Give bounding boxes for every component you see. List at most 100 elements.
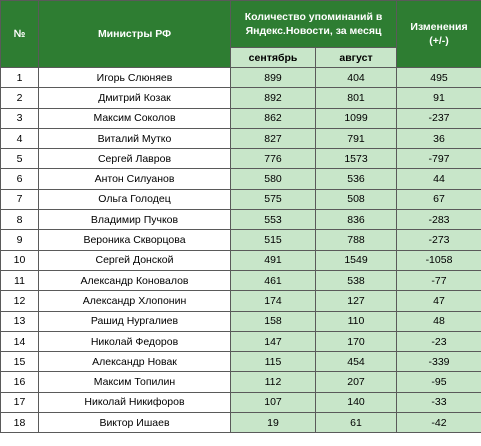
- august-value-cell: 170: [315, 330, 397, 353]
- minister-name-cell: Николай Никифоров: [38, 391, 231, 414]
- header-row-top: № Министры РФ Количество упоминаний в Ян…: [0, 0, 481, 68]
- september-value-cell: 892: [230, 87, 316, 109]
- row-number-cell: 14: [0, 330, 39, 353]
- change-value-cell: 44: [396, 168, 481, 190]
- change-value-cell: -1058: [396, 249, 481, 271]
- table-row: 5 Сергей Лавров 776 1573 -797: [0, 148, 481, 170]
- august-value-cell: 508: [315, 188, 397, 211]
- august-value-cell: 788: [315, 229, 397, 251]
- table-row: 10 Сергей Донской 491 1549 -1058: [0, 249, 481, 271]
- august-value-cell: 61: [315, 412, 397, 434]
- september-value-cell: 580: [230, 168, 316, 190]
- table-row: 9 Вероника Скворцова 515 788 -273: [0, 229, 481, 251]
- september-value-cell: 515: [230, 229, 316, 251]
- table-row: 2 Дмитрий Козак 892 801 91: [0, 87, 481, 109]
- august-value-cell: 1549: [315, 249, 397, 271]
- august-value-cell: 536: [315, 168, 397, 190]
- header-change-label: Изменения (+/-): [410, 21, 468, 47]
- minister-name-cell: Вероника Скворцова: [38, 229, 231, 251]
- row-number-cell: 10: [0, 249, 39, 271]
- minister-name-cell: Игорь Слюняев: [38, 66, 231, 89]
- minister-name-cell: Максим Соколов: [38, 107, 231, 129]
- table-row: 14 Николай Федоров 147 170 -23: [0, 330, 481, 353]
- table-row: 3 Максим Соколов 862 1099 -237: [0, 107, 481, 129]
- september-value-cell: 19: [230, 412, 316, 434]
- minister-name-cell: Дмитрий Козак: [38, 87, 231, 109]
- september-value-cell: 827: [230, 127, 316, 150]
- august-value-cell: 127: [315, 290, 397, 312]
- august-value-cell: 454: [315, 351, 397, 373]
- minister-name-cell: Сергей Лавров: [38, 148, 231, 170]
- minister-name-cell: Виктор Ишаев: [38, 412, 231, 434]
- minister-name-cell: Александр Новак: [38, 351, 231, 373]
- minister-name-cell: Рашид Нургалиев: [38, 310, 231, 332]
- september-value-cell: 862: [230, 107, 316, 129]
- september-value-cell: 147: [230, 330, 316, 353]
- header-num: №: [0, 0, 39, 68]
- table-row: 4 Виталий Мутко 827 791 36: [0, 127, 481, 150]
- minister-name-cell: Сергей Донской: [38, 249, 231, 271]
- table-row: 18 Виктор Ишаев 19 61 -42: [0, 412, 481, 434]
- august-value-cell: 836: [315, 209, 397, 231]
- change-value-cell: -33: [396, 391, 481, 414]
- table-row: 1 Игорь Слюняев 899 404 495: [0, 66, 481, 89]
- row-number-cell: 16: [0, 371, 39, 393]
- header-row-bottom: сентябрь август: [1, 47, 481, 68]
- august-value-cell: 404: [315, 66, 397, 89]
- minister-name-cell: Александр Хлопонин: [38, 290, 231, 312]
- table-row: 6 Антон Силуанов 580 536 44: [0, 168, 481, 190]
- september-value-cell: 112: [230, 371, 316, 393]
- change-value-cell: -797: [396, 148, 481, 170]
- august-value-cell: 140: [315, 391, 397, 414]
- minister-name-cell: Владимир Пучков: [38, 209, 231, 231]
- row-number-cell: 18: [0, 412, 39, 434]
- change-value-cell: -283: [396, 209, 481, 231]
- row-number-cell: 5: [0, 148, 39, 170]
- minister-name-cell: Николай Федоров: [38, 330, 231, 353]
- august-value-cell: 1573: [315, 148, 397, 170]
- september-value-cell: 776: [230, 148, 316, 170]
- change-value-cell: 36: [396, 127, 481, 150]
- change-value-cell: -237: [396, 107, 481, 129]
- table-row: 17 Николай Никифоров 107 140 -33: [0, 391, 481, 414]
- august-value-cell: 207: [315, 371, 397, 393]
- row-number-cell: 11: [0, 269, 39, 292]
- change-value-cell: -339: [396, 351, 481, 373]
- row-number-cell: 7: [0, 188, 39, 211]
- change-value-cell: -23: [396, 330, 481, 353]
- august-value-cell: 110: [315, 310, 397, 332]
- change-value-cell: -95: [396, 371, 481, 393]
- august-value-cell: 791: [315, 127, 397, 150]
- change-value-cell: 495: [396, 66, 481, 89]
- change-value-cell: -77: [396, 269, 481, 292]
- row-number-cell: 12: [0, 290, 39, 312]
- table-row: 13 Рашид Нургалиев 158 110 48: [0, 310, 481, 332]
- row-number-cell: 6: [0, 168, 39, 190]
- minister-name-cell: Виталий Мутко: [38, 127, 231, 150]
- september-value-cell: 491: [230, 249, 316, 271]
- september-value-cell: 553: [230, 209, 316, 231]
- row-number-cell: 9: [0, 229, 39, 251]
- header-change: Изменения (+/-): [396, 0, 481, 68]
- row-number-cell: 15: [0, 351, 39, 373]
- row-number-cell: 2: [0, 87, 39, 109]
- minister-name-cell: Ольга Голодец: [38, 188, 231, 211]
- ministers-mentions-table: № Министры РФ Количество упоминаний в Ян…: [0, 0, 481, 434]
- row-number-cell: 17: [0, 391, 39, 414]
- table-row: 8 Владимир Пучков 553 836 -283: [0, 209, 481, 231]
- header-august: август: [315, 47, 397, 68]
- august-value-cell: 1099: [315, 107, 397, 129]
- september-value-cell: 158: [230, 310, 316, 332]
- august-value-cell: 538: [315, 269, 397, 292]
- september-value-cell: 461: [230, 269, 316, 292]
- change-value-cell: -42: [396, 412, 481, 434]
- header-september: сентябрь: [230, 47, 316, 68]
- row-number-cell: 13: [0, 310, 39, 332]
- september-value-cell: 115: [230, 351, 316, 373]
- row-number-cell: 8: [0, 209, 39, 231]
- table-row: 11 Александр Коновалов 461 538 -77: [0, 269, 481, 292]
- minister-name-cell: Александр Коновалов: [38, 269, 231, 292]
- september-value-cell: 107: [230, 391, 316, 414]
- table-row: 16 Максим Топилин 112 207 -95: [0, 371, 481, 393]
